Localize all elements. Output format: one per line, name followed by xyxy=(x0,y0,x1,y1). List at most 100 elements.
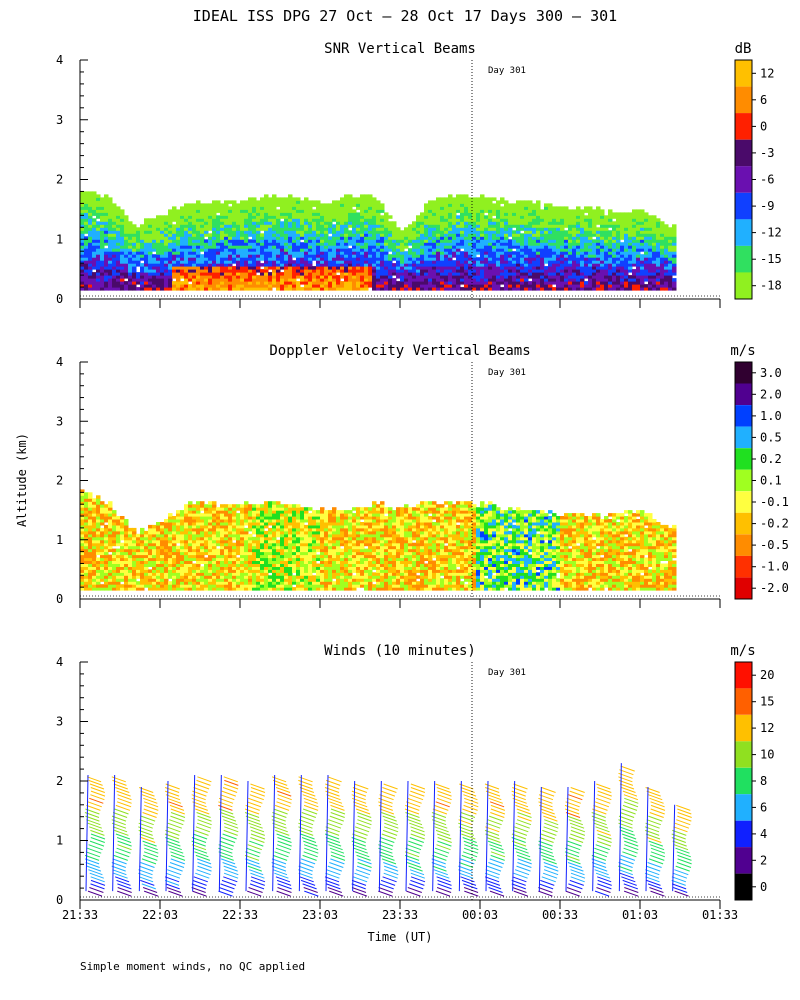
heatmap-cell xyxy=(252,212,257,216)
heatmap-cell xyxy=(132,530,137,535)
heatmap-cell xyxy=(384,260,389,264)
heatmap-cell xyxy=(388,281,393,285)
heatmap-cell xyxy=(344,230,349,234)
heatmap-cell xyxy=(568,224,573,228)
heatmap-cell xyxy=(384,278,389,282)
heatmap-cell xyxy=(424,248,429,252)
heatmap-cell xyxy=(396,263,401,267)
heatmap-cell xyxy=(604,278,609,282)
heatmap-cell xyxy=(496,260,501,264)
heatmap-cell xyxy=(196,578,201,582)
heatmap-cell xyxy=(124,551,129,556)
heatmap-cell xyxy=(528,230,533,234)
heatmap-cell xyxy=(176,254,181,258)
heatmap-cell xyxy=(348,281,353,285)
heatmap-cell xyxy=(88,569,93,573)
heatmap-cell xyxy=(180,572,185,576)
heatmap-cell xyxy=(152,257,157,261)
heatmap-cell xyxy=(560,236,565,240)
heatmap-cell xyxy=(340,284,345,288)
heatmap-cell xyxy=(484,206,489,210)
heatmap-cell xyxy=(108,530,113,535)
heatmap-cell xyxy=(544,212,549,216)
heatmap-cell xyxy=(432,254,437,258)
heatmap-cell xyxy=(504,227,509,231)
heatmap-cell xyxy=(128,542,133,547)
heatmap-cell xyxy=(524,209,529,213)
heatmap-cell xyxy=(636,215,641,219)
heatmap-cell xyxy=(364,203,369,207)
heatmap-cell xyxy=(304,239,309,243)
heatmap-cell xyxy=(136,245,141,249)
heatmap-cell xyxy=(232,203,237,207)
heatmap-cell xyxy=(80,227,85,231)
heatmap-cell xyxy=(372,260,377,264)
heatmap-cell xyxy=(120,275,125,279)
heatmap-cell xyxy=(556,269,561,273)
heatmap-cell xyxy=(568,233,573,237)
heatmap-cell xyxy=(224,284,229,288)
heatmap-cell xyxy=(448,269,453,273)
heatmap-cell xyxy=(148,587,153,591)
heatmap-cell xyxy=(176,563,181,567)
heatmap-cell xyxy=(172,539,177,544)
heatmap-cell xyxy=(148,236,153,240)
heatmap-cell xyxy=(620,254,625,258)
heatmap-cell xyxy=(424,230,429,234)
heatmap-cell xyxy=(376,266,381,270)
heatmap-cell xyxy=(96,194,101,198)
heatmap-cell xyxy=(580,245,585,249)
heatmap-cell xyxy=(460,281,465,285)
heatmap-cell xyxy=(356,272,361,276)
heatmap-cell xyxy=(296,269,301,273)
heatmap-cell xyxy=(508,260,513,264)
heatmap-cell xyxy=(624,242,629,246)
heatmap-cell xyxy=(620,236,625,240)
heatmap-cell xyxy=(128,284,133,288)
heatmap-cell xyxy=(584,221,589,225)
heatmap-cell xyxy=(396,245,401,249)
heatmap-cell xyxy=(444,278,449,282)
heatmap-cell xyxy=(232,281,237,285)
heatmap-cell xyxy=(648,278,653,282)
heatmap-cell xyxy=(620,287,625,291)
heatmap-cell xyxy=(124,233,129,237)
heatmap-cell xyxy=(524,260,529,264)
heatmap-cell xyxy=(500,230,505,234)
heatmap-cell xyxy=(88,560,93,564)
heatmap-cell xyxy=(120,227,125,231)
heatmap-cell xyxy=(432,203,437,207)
colorbar-frame xyxy=(734,59,753,300)
heatmap-cell xyxy=(288,284,293,288)
heatmap-cell xyxy=(464,278,469,282)
heatmap-cell xyxy=(116,584,121,588)
heatmap-cell xyxy=(344,275,349,279)
heatmap-cell xyxy=(236,239,241,243)
heatmap-cell xyxy=(256,239,261,243)
heatmap-cell xyxy=(472,248,477,252)
heatmap-cell xyxy=(228,260,233,264)
heatmap-cell xyxy=(532,242,537,246)
heatmap-cell xyxy=(124,254,129,258)
heatmap-cell xyxy=(496,242,501,246)
heatmap-cell xyxy=(332,209,337,213)
heatmap-cell xyxy=(220,248,225,252)
heatmap-cell xyxy=(212,278,217,282)
heatmap-cell xyxy=(560,266,565,270)
heatmap-cell xyxy=(440,287,445,291)
heatmap-cell xyxy=(180,221,185,225)
heatmap-cell xyxy=(304,227,309,231)
heatmap-cell xyxy=(120,575,125,579)
heatmap-cell xyxy=(212,203,217,207)
heatmap-cell xyxy=(236,221,241,225)
heatmap-cell xyxy=(80,263,85,267)
heatmap-cell xyxy=(264,215,269,219)
heatmap-cell xyxy=(148,224,153,228)
heatmap-cell xyxy=(352,266,357,270)
heatmap-cell xyxy=(400,287,405,291)
heatmap-cell xyxy=(172,254,177,258)
heatmap-cell xyxy=(340,215,345,219)
heatmap-cell xyxy=(580,260,585,264)
heatmap-cell xyxy=(276,275,281,279)
heatmap-cell xyxy=(120,212,125,216)
